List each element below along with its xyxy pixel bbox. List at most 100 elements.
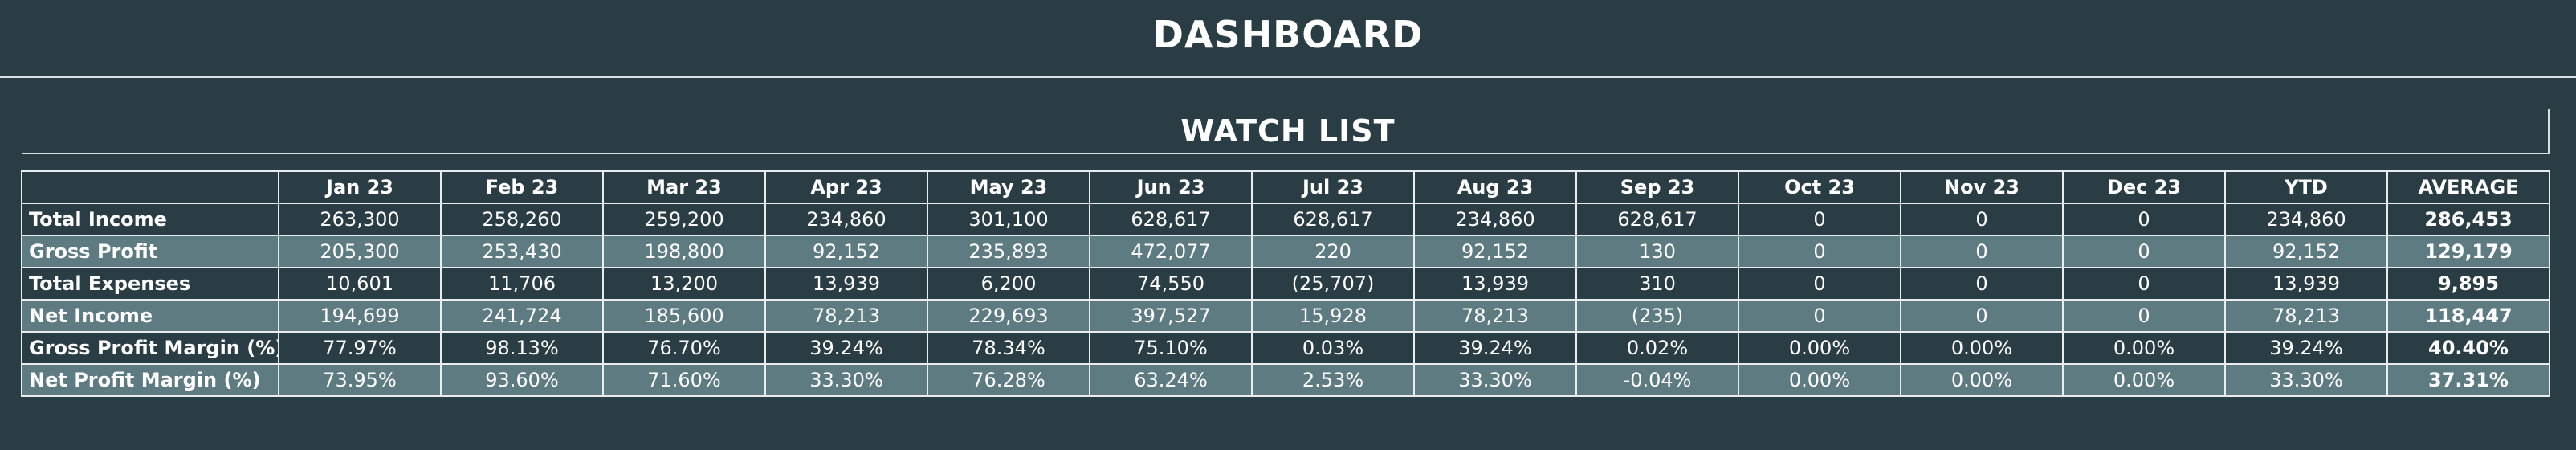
table-cell: 33.30% — [764, 363, 928, 397]
table-cell: 397,527 — [1089, 299, 1253, 333]
column-header: Sep 23 — [1575, 170, 1739, 204]
row-label: Total Income — [21, 202, 279, 236]
table-cell: 253,430 — [440, 235, 604, 268]
watch-list-table: Jan 23 Feb 23 Mar 23 Apr 23 May 23 Jun 2… — [21, 170, 2550, 397]
table-cell: 11,706 — [440, 267, 604, 301]
table-cell: 0 — [1738, 267, 1901, 301]
table-row: Gross Profit Margin (%) 77.97% 98.13% 76.70… — [21, 331, 2550, 365]
table-cell: 13,939 — [1413, 267, 1577, 301]
table-cell: 93.60% — [440, 363, 604, 397]
column-header: Dec 23 — [2062, 170, 2226, 204]
row-label: Net Income — [21, 299, 279, 333]
table-cell: 0 — [1738, 299, 1901, 333]
column-header: Jul 23 — [1251, 170, 1415, 204]
table-row: Total Income 263,300 258,260 259,200 234,860… — [21, 202, 2550, 236]
table-cell: 39.24% — [1413, 331, 1577, 365]
table-cell: 263,300 — [278, 202, 442, 236]
table-cell: 6,200 — [927, 267, 1090, 301]
title-divider — [0, 76, 2576, 78]
table-cell: 39.24% — [764, 331, 928, 365]
table-cell: 13,939 — [764, 267, 928, 301]
column-header: YTD — [2224, 170, 2388, 204]
average-cell: 40.40% — [2386, 331, 2550, 365]
table-cell: 77.97% — [278, 331, 442, 365]
table-cell: 13,200 — [602, 267, 766, 301]
table-cell: 74,550 — [1089, 267, 1253, 301]
table-cell: 628,617 — [1089, 202, 1253, 236]
table-cell: 0 — [1900, 235, 2064, 268]
table-cell: (235) — [1575, 299, 1739, 333]
table-cell: 0 — [1738, 202, 1901, 236]
watch-list-title: WATCH LIST — [1180, 113, 1396, 149]
average-cell: 37.31% — [2386, 363, 2550, 397]
table-cell: 78,213 — [2224, 299, 2388, 333]
table-cell: 628,617 — [1251, 202, 1415, 236]
table-cell: 98.13% — [440, 331, 604, 365]
table-cell: 628,617 — [1575, 202, 1739, 236]
table-row: Gross Profit 205,300 253,430 198,800 92,152 2… — [21, 235, 2550, 268]
table-cell: 234,860 — [764, 202, 928, 236]
table-cell: 15,928 — [1251, 299, 1415, 333]
table-cell: 229,693 — [927, 299, 1090, 333]
average-cell: 129,179 — [2386, 235, 2550, 268]
table-cell: 2.53% — [1251, 363, 1415, 397]
table-cell: 0 — [1900, 202, 2064, 236]
table-cell: 33.30% — [1413, 363, 1577, 397]
column-header: Aug 23 — [1413, 170, 1577, 204]
table-row: Net Income 194,699 241,724 185,600 78,213 229… — [21, 299, 2550, 333]
table-cell: 0.00% — [1900, 331, 2064, 365]
average-cell: 9,895 — [2386, 267, 2550, 301]
dashboard-title: DASHBOARD — [1152, 13, 1424, 56]
table-cell: 0.00% — [2062, 363, 2226, 397]
table-cell: 0 — [1900, 299, 2064, 333]
table-cell: 92,152 — [1413, 235, 1577, 268]
table-cell: 78,213 — [764, 299, 928, 333]
table-cell: 130 — [1575, 235, 1739, 268]
table-cell: 13,939 — [2224, 267, 2388, 301]
table-cell: 92,152 — [764, 235, 928, 268]
column-header: Mar 23 — [602, 170, 766, 204]
row-label: Gross Profit Margin (%) — [21, 331, 279, 365]
table-cell: 185,600 — [602, 299, 766, 333]
table-cell: 472,077 — [1089, 235, 1253, 268]
column-header: Feb 23 — [440, 170, 604, 204]
table-cell: 78.34% — [927, 331, 1090, 365]
table-row: Total Expenses 10,601 11,706 13,200 13,939 6,… — [21, 267, 2550, 301]
table-cell: 220 — [1251, 235, 1415, 268]
table-cell: 205,300 — [278, 235, 442, 268]
average-cell: 118,447 — [2386, 299, 2550, 333]
table-cell: 258,260 — [440, 202, 604, 236]
table-cell: 10,601 — [278, 267, 442, 301]
table-cell: 0 — [2062, 202, 2226, 236]
column-header: Nov 23 — [1900, 170, 2064, 204]
column-header: May 23 — [927, 170, 1090, 204]
column-header: Jan 23 — [278, 170, 442, 204]
table-cell: 63.24% — [1089, 363, 1253, 397]
table-cell: 194,699 — [278, 299, 442, 333]
row-label: Gross Profit — [21, 235, 279, 268]
table-cell: 71.60% — [602, 363, 766, 397]
table-cell: 0 — [2062, 299, 2226, 333]
table-cell: 0 — [2062, 267, 2226, 301]
table-cell: -0.04% — [1575, 363, 1739, 397]
table-body: Total Income 263,300 258,260 259,200 234,860… — [21, 202, 2550, 397]
table-cell: 0 — [1900, 267, 2064, 301]
table-cell: 0.00% — [2062, 331, 2226, 365]
table-cell: 0.00% — [1900, 363, 2064, 397]
column-header: Jun 23 — [1089, 170, 1253, 204]
watch-list-divider — [22, 153, 2550, 154]
table-header-row: Jan 23 Feb 23 Mar 23 Apr 23 May 23 Jun 2… — [21, 170, 2550, 204]
row-label: Total Expenses — [21, 267, 279, 301]
table-cell: 0.00% — [1738, 363, 1901, 397]
column-header — [21, 170, 279, 204]
table-cell: 92,152 — [2224, 235, 2388, 268]
table-cell: 234,860 — [2224, 202, 2388, 236]
table-cell: 75.10% — [1089, 331, 1253, 365]
column-header: AVERAGE — [2386, 170, 2550, 204]
table-cell: 241,724 — [440, 299, 604, 333]
table-cell: 234,860 — [1413, 202, 1577, 236]
table-cell: 310 — [1575, 267, 1739, 301]
table-cell: 78,213 — [1413, 299, 1577, 333]
table-cell: 76.28% — [927, 363, 1090, 397]
table-cell: 33.30% — [2224, 363, 2388, 397]
